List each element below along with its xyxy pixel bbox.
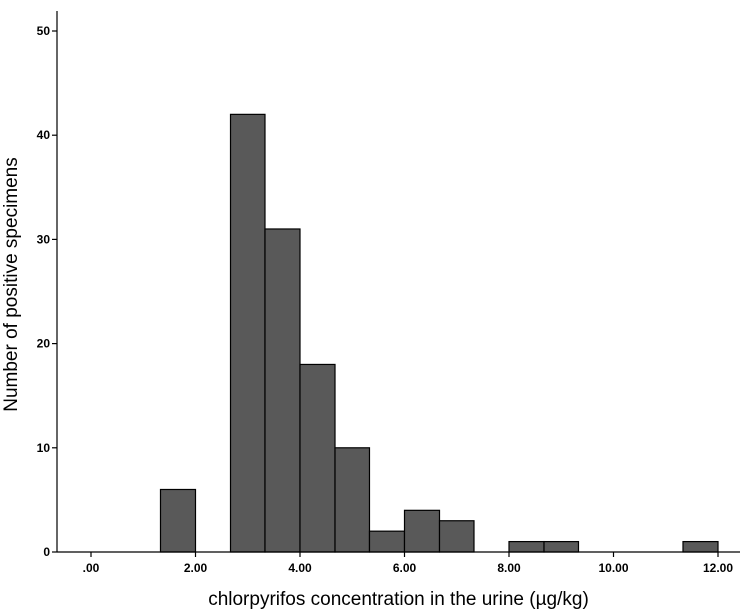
x-tick-label: 2.00 <box>184 561 208 575</box>
histogram-bar <box>508 540 545 553</box>
histogram-bar <box>543 540 580 553</box>
x-tick-label: 8.00 <box>497 561 521 575</box>
histogram-bar <box>682 540 719 553</box>
histogram-bar <box>229 113 266 553</box>
y-tick-label: 20 <box>37 337 51 351</box>
y-tick-label: 50 <box>37 24 51 38</box>
y-tick-label: 30 <box>37 232 51 246</box>
x-tick-label: 10.00 <box>598 561 628 575</box>
y-axis: 0 10 20 30 40 50 <box>37 11 58 559</box>
histogram-bar <box>299 363 336 553</box>
y-tick-label: 10 <box>37 441 51 455</box>
histogram-bar <box>264 228 301 553</box>
histogram-bar <box>368 530 406 553</box>
histogram-bar <box>438 520 475 553</box>
bars-group <box>159 113 719 553</box>
y-tick-label: 40 <box>37 128 51 142</box>
y-tick-label: 0 <box>43 545 50 559</box>
x-tick-label: 12.00 <box>703 561 733 575</box>
x-tick-label: .00 <box>83 561 100 575</box>
histogram-bar <box>334 447 371 553</box>
x-tick-label: 6.00 <box>393 561 417 575</box>
x-axis: .00 2.00 4.00 6.00 8.00 10.00 12.00 <box>57 551 740 575</box>
y-axis-title: Number of positive specimens <box>1 157 22 412</box>
x-tick-label: 4.00 <box>288 561 312 575</box>
x-axis-title: chlorpyrifos concentration in the urine … <box>208 589 589 610</box>
histogram-bar <box>403 509 441 553</box>
histogram-bar <box>159 488 197 553</box>
